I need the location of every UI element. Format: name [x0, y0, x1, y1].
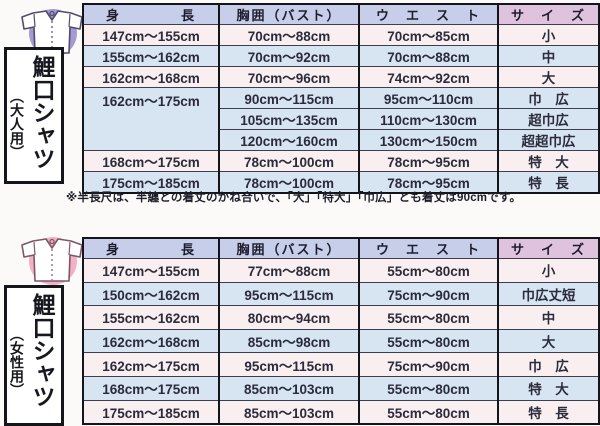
size-cell: 小 — [497, 258, 599, 283]
size-cell: 95cm〜115cm — [218, 281, 359, 306]
size-cell: 55cm〜80cm — [358, 258, 498, 283]
column-header: 胸囲（バスト） — [218, 238, 359, 259]
column-header: サ イ ズ — [497, 238, 599, 259]
product-variant: （大人用） — [9, 89, 25, 159]
size-cell: 90cm〜115cm — [218, 87, 359, 109]
size-cell: 55cm〜80cm — [358, 375, 498, 401]
size-cell: 85cm〜98cm — [218, 328, 359, 353]
table-row: 105cm〜135cm 110cm〜130cm 超巾広 — [83, 108, 599, 130]
table-row: 150cm〜162cm 95cm〜115cm 75cm〜90cm 巾広丈短 — [82, 281, 599, 306]
size-cell: 78cm〜100cm — [218, 150, 359, 172]
size-cell: 中 — [497, 45, 599, 67]
size-cell: 70cm〜88cm — [358, 45, 498, 67]
women-size-table: 身 長胸囲（バスト）ウ エ ス トサ イ ズ 147cm〜155cm 77cm〜88… — [82, 237, 600, 426]
column-header: ウ エ ス ト — [358, 238, 498, 259]
table-row: 162cm〜175cm 95cm〜115cm 75cm〜90cm 巾 広 — [82, 352, 599, 377]
size-cell: 105cm〜135cm — [218, 108, 359, 130]
size-cell: 162cm〜168cm — [82, 66, 219, 88]
product-label-women: 鯉口シャツ（女性用） — [4, 285, 64, 426]
size-cell: 70cm〜88cm — [218, 24, 359, 46]
size-cell: 168cm〜175cm — [82, 150, 219, 172]
size-cell: 大 — [497, 328, 599, 353]
table-row: 155cm〜162cm 70cm〜92cm 70cm〜88cm 中 — [82, 45, 599, 67]
table-row: 162cm〜175cm 90cm〜115cm 95cm〜110cm 巾 広 — [82, 87, 599, 151]
koikuchi-shirt-icon — [20, 4, 84, 60]
size-cell: 120cm〜160cm — [218, 129, 359, 151]
column-header: 胸囲（バスト） — [218, 4, 359, 25]
size-cell: 78cm〜95cm — [358, 171, 498, 193]
size-cell: 特 長 — [497, 171, 599, 193]
size-cell: 130cm〜150cm — [358, 129, 498, 151]
size-cell: 85cm〜103cm — [218, 375, 359, 401]
size-cell: 85cm〜103cm — [218, 399, 359, 425]
adult-size-table: 身 長胸囲（バスト）ウ エ ス トサ イ ズ 147cm〜155cm 70cm〜88… — [82, 3, 600, 194]
size-cell: 168cm〜175cm — [82, 375, 219, 401]
product-label-adult: 鯉口シャツ（大人用） — [4, 47, 64, 184]
column-header: 身 長 — [82, 4, 219, 25]
koikuchi-shirt-icon — [20, 232, 84, 288]
size-cell: 巾 広 — [497, 87, 599, 109]
size-cell: 110cm〜130cm — [358, 108, 498, 130]
column-header: サ イ ズ — [497, 4, 599, 25]
size-cell: 巾 広 — [497, 352, 599, 377]
table-row: 147cm〜155cm 70cm〜88cm 70cm〜85cm 小 — [82, 24, 599, 46]
product-name: 鯉口シャツ — [29, 55, 55, 170]
column-header: ウ エ ス ト — [358, 4, 498, 25]
column-header: 身 長 — [82, 238, 219, 259]
size-cell: 175cm〜185cm — [82, 171, 219, 193]
size-cell: 75cm〜90cm — [358, 352, 498, 377]
size-cell: 特 大 — [497, 150, 599, 172]
size-cell: 77cm〜88cm — [218, 258, 359, 283]
size-cell: 74cm〜92cm — [358, 66, 498, 88]
size-cell: 超巾広 — [497, 108, 599, 130]
size-cell: 95cm〜115cm — [218, 352, 359, 377]
table-row: 168cm〜175cm 85cm〜103cm 55cm〜80cm 特 大 — [82, 375, 599, 401]
table-row: 120cm〜160cm 130cm〜150cm 超超巾広 — [83, 129, 599, 151]
size-cell: 超超巾広 — [497, 129, 599, 151]
size-cell: 147cm〜155cm — [82, 258, 219, 283]
table-row: 162cm〜168cm 85cm〜98cm 55cm〜80cm 大 — [82, 328, 599, 353]
size-cell: 150cm〜162cm — [82, 281, 219, 306]
size-cell: 70cm〜96cm — [218, 66, 359, 88]
table-row: 175cm〜185cm 85cm〜103cm 55cm〜80cm 特 長 — [82, 399, 599, 425]
size-cell: 中 — [497, 305, 599, 330]
size-cell: 162cm〜168cm — [82, 328, 219, 353]
product-name: 鯉口シャツ — [29, 293, 55, 408]
size-cell: 70cm〜92cm — [218, 45, 359, 67]
footnote-text: ※半長尺は、半纏との着丈のかね合いで、「大」「特大」「巾広」とも着丈は90cmで… — [66, 192, 522, 204]
size-cell: 55cm〜80cm — [358, 305, 498, 330]
table-row: 162cm〜168cm 70cm〜96cm 74cm〜92cm 大 — [82, 66, 599, 88]
table-row: 175cm〜185cm 78cm〜100cm 78cm〜95cm 特 長 — [82, 171, 599, 193]
size-cell: 55cm〜80cm — [358, 399, 498, 425]
size-cell: 162cm〜175cm — [82, 87, 219, 151]
size-cell: 特 長 — [497, 399, 599, 425]
table-row: 168cm〜175cm 78cm〜100cm 78cm〜95cm 特 大 — [82, 150, 599, 172]
size-cell: 特 大 — [497, 375, 599, 401]
table-row: 155cm〜162cm 80cm〜94cm 55cm〜80cm 中 — [82, 305, 599, 330]
size-cell: 162cm〜175cm — [82, 352, 219, 377]
size-cell: 147cm〜155cm — [82, 24, 219, 46]
size-cell: 55cm〜80cm — [358, 328, 498, 353]
product-variant: （女性用） — [9, 327, 25, 397]
table-row: 147cm〜155cm 77cm〜88cm 55cm〜80cm 小 — [82, 258, 599, 283]
size-cell: 小 — [497, 24, 599, 46]
size-cell: 175cm〜185cm — [82, 399, 219, 425]
size-cell: 80cm〜94cm — [218, 305, 359, 330]
size-cell: 78cm〜100cm — [218, 171, 359, 193]
size-cell: 70cm〜85cm — [358, 24, 498, 46]
size-cell: 大 — [497, 66, 599, 88]
size-cell: 75cm〜90cm — [358, 281, 498, 306]
size-cell: 78cm〜95cm — [358, 150, 498, 172]
size-cell: 155cm〜162cm — [82, 305, 219, 330]
size-cell: 巾広丈短 — [497, 281, 599, 306]
size-cell: 155cm〜162cm — [82, 45, 219, 67]
size-cell: 95cm〜110cm — [358, 87, 498, 109]
